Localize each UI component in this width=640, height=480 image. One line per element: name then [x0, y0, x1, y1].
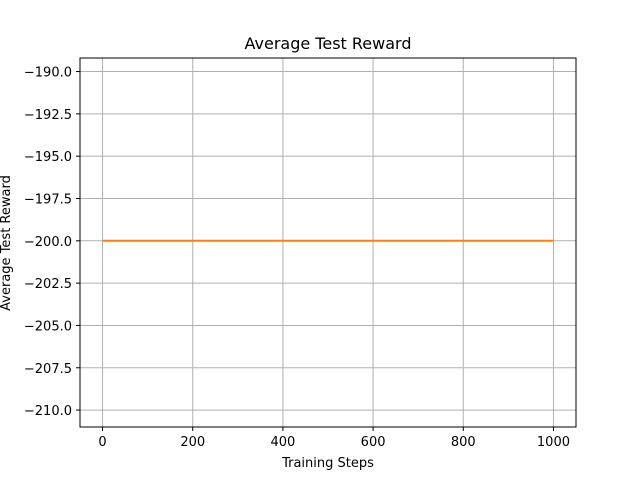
chart-title: Average Test Reward: [245, 34, 412, 53]
x-tick-label: 600: [361, 435, 386, 450]
y-tick-label: −210.0: [24, 404, 72, 419]
grid: [80, 58, 576, 427]
y-tick-label: −205.0: [24, 319, 72, 334]
x-tick-label: 800: [451, 435, 476, 450]
y-tick-label: −190.0: [24, 66, 72, 81]
y-axis-label: Average Test Reward: [0, 175, 14, 311]
x-tick-label: 400: [270, 435, 295, 450]
x-axis: 0 200 400 600 800 1000: [98, 427, 570, 450]
y-axis: −190.0 −192.5 −195.0 −197.5 −200.0 −202.5 −205…: [24, 66, 80, 419]
x-tick-label: 200: [180, 435, 205, 450]
x-tick-label: 1000: [537, 435, 570, 450]
y-tick-label: −197.5: [24, 192, 72, 207]
y-tick-label: −192.5: [24, 108, 72, 123]
x-axis-label: Training Steps: [281, 456, 374, 471]
y-tick-label: −200.0: [24, 235, 72, 250]
y-tick-label: −195.0: [24, 150, 72, 165]
y-tick-label: −202.5: [24, 277, 72, 292]
x-tick-label: 0: [98, 435, 106, 450]
plot-frame: [79, 57, 577, 428]
y-tick-label: −207.5: [24, 362, 72, 377]
